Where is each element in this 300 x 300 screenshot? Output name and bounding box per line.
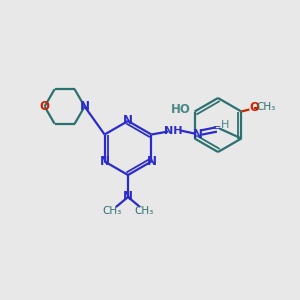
Text: =: =: [213, 124, 221, 134]
Text: N: N: [100, 155, 110, 168]
Text: CH₃: CH₃: [257, 101, 276, 112]
Text: O: O: [40, 100, 50, 113]
Text: CH₃: CH₃: [102, 206, 122, 216]
Text: O: O: [249, 101, 260, 114]
Text: N: N: [192, 128, 203, 141]
Text: CH₃: CH₃: [134, 206, 154, 216]
Text: N: N: [146, 155, 156, 168]
Text: HO: HO: [171, 103, 190, 116]
Text: N: N: [123, 115, 133, 128]
Text: N: N: [80, 100, 90, 113]
Text: N: N: [123, 190, 133, 203]
Text: NH: NH: [164, 125, 183, 136]
Text: H: H: [221, 121, 230, 130]
